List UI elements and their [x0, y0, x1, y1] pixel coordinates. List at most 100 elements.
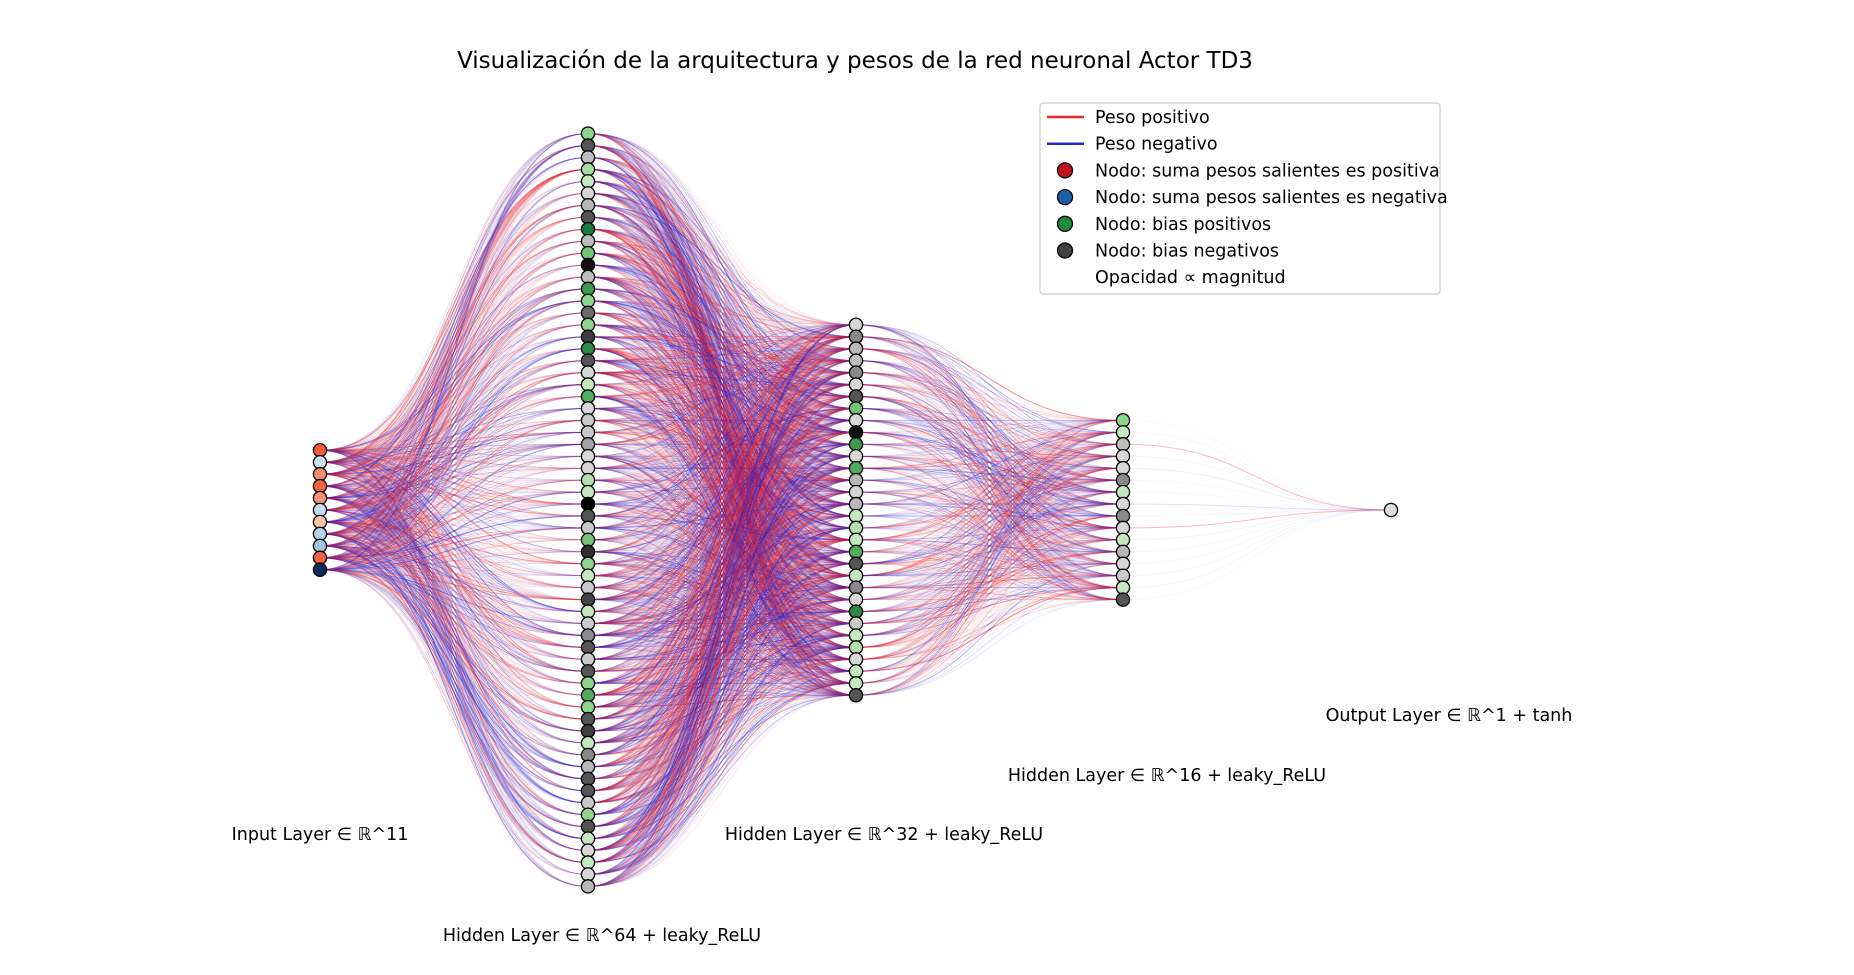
weight-edge: [855, 599, 1124, 696]
weight-edge: [319, 204, 589, 463]
weight-edge: [319, 288, 589, 475]
weight-edge: [587, 264, 857, 338]
weight-edge: [319, 336, 589, 511]
weight-edge: [587, 276, 857, 684]
neuron-node: [848, 568, 864, 583]
weight-edge: [587, 455, 857, 589]
weight-edge: [319, 485, 589, 792]
weight-edge: [587, 181, 857, 445]
weight-edge: [587, 324, 857, 338]
weight-edge: [319, 461, 589, 684]
weight-edge: [855, 336, 1124, 517]
weight-edge: [587, 599, 857, 887]
weight-edge: [855, 420, 1124, 517]
weight-edge: [587, 360, 857, 481]
weight-edge: [855, 431, 1124, 589]
weight-edge: [319, 204, 589, 571]
weight-edge: [587, 443, 857, 792]
weight-edge: [587, 527, 857, 565]
weight-edge: [855, 408, 1124, 421]
weight-edge: [587, 312, 857, 517]
weight-edge: [587, 360, 857, 636]
weight-edge: [587, 324, 857, 875]
weight-edge: [587, 336, 857, 421]
weight-edge: [587, 587, 857, 684]
weight-edge: [587, 539, 857, 696]
weight-edge: [855, 503, 1124, 541]
weight-edge: [587, 432, 857, 553]
weight-edge: [587, 432, 857, 780]
weight-edge: [587, 599, 857, 672]
weight-edge: [587, 324, 857, 338]
weight-edge: [319, 557, 589, 780]
weight-edge: [587, 539, 857, 684]
weight-edge: [855, 420, 1124, 541]
weight-edge: [587, 252, 857, 624]
weight-edge: [319, 521, 589, 768]
weight-edge: [855, 503, 1124, 565]
weight-edge: [319, 276, 589, 559]
weight-edge: [587, 611, 857, 792]
weight-edge: [587, 420, 857, 553]
weight-edge: [319, 420, 589, 463]
weight-edge: [587, 288, 857, 648]
weight-edge: [855, 420, 1124, 517]
weight-edge: [319, 443, 589, 487]
weight-edge: [319, 569, 589, 875]
weight-edge: [587, 503, 857, 565]
weight-edge: [319, 527, 589, 535]
weight-edge: [587, 180, 857, 481]
weight-edge: [587, 408, 857, 696]
weight-edge: [319, 473, 589, 636]
weight-edge: [587, 264, 857, 397]
weight-edge: [587, 384, 857, 397]
weight-edge: [587, 503, 857, 648]
weight-edge: [587, 384, 857, 624]
weight-edge: [587, 420, 857, 577]
weight-edge: [319, 419, 589, 499]
weight-edge: [855, 396, 1124, 577]
weight-edge: [319, 396, 589, 487]
weight-edge: [855, 395, 1124, 553]
weight-edge: [587, 157, 857, 577]
weight-edge: [587, 658, 857, 672]
weight-edge: [587, 133, 857, 636]
weight-edge: [319, 569, 589, 696]
weight-edge: [587, 479, 857, 517]
weight-edge: [587, 372, 857, 648]
weight-edge: [855, 515, 1124, 565]
weight-edge: [587, 240, 857, 553]
weight-edge: [587, 431, 857, 601]
weight-edge: [587, 431, 857, 445]
weight-edge: [319, 479, 589, 547]
weight-edge: [587, 635, 857, 684]
weight-edge: [587, 133, 857, 362]
weight-edge: [587, 479, 857, 804]
weight-edge: [587, 467, 857, 588]
weight-edge: [587, 599, 857, 612]
weight-edge: [587, 479, 857, 529]
weight-edge: [587, 551, 857, 601]
weight-edge: [855, 360, 1124, 553]
weight-edge: [319, 473, 589, 744]
weight-edge: [587, 455, 857, 696]
weight-edge: [587, 168, 857, 684]
weight-edge: [587, 145, 857, 481]
weight-edge: [587, 348, 857, 624]
weight-edge: [587, 431, 857, 589]
weight-edge: [587, 539, 857, 589]
weight-edge: [587, 192, 857, 433]
weight-edge: [587, 384, 857, 816]
weight-edge: [319, 324, 589, 547]
weight-edge: [855, 419, 1124, 601]
diagram-title: Visualización de la arquitectura y pesos…: [457, 48, 1253, 74]
weight-edge: [319, 533, 589, 875]
weight-edge: [587, 145, 857, 469]
weight-edge: [587, 181, 857, 361]
weight-edge: [587, 563, 857, 625]
weight-edge: [319, 557, 589, 804]
weight-edge: [587, 491, 857, 863]
weight-edge: [587, 336, 857, 374]
weight-edge: [587, 575, 857, 613]
weight-edge: [587, 157, 857, 362]
